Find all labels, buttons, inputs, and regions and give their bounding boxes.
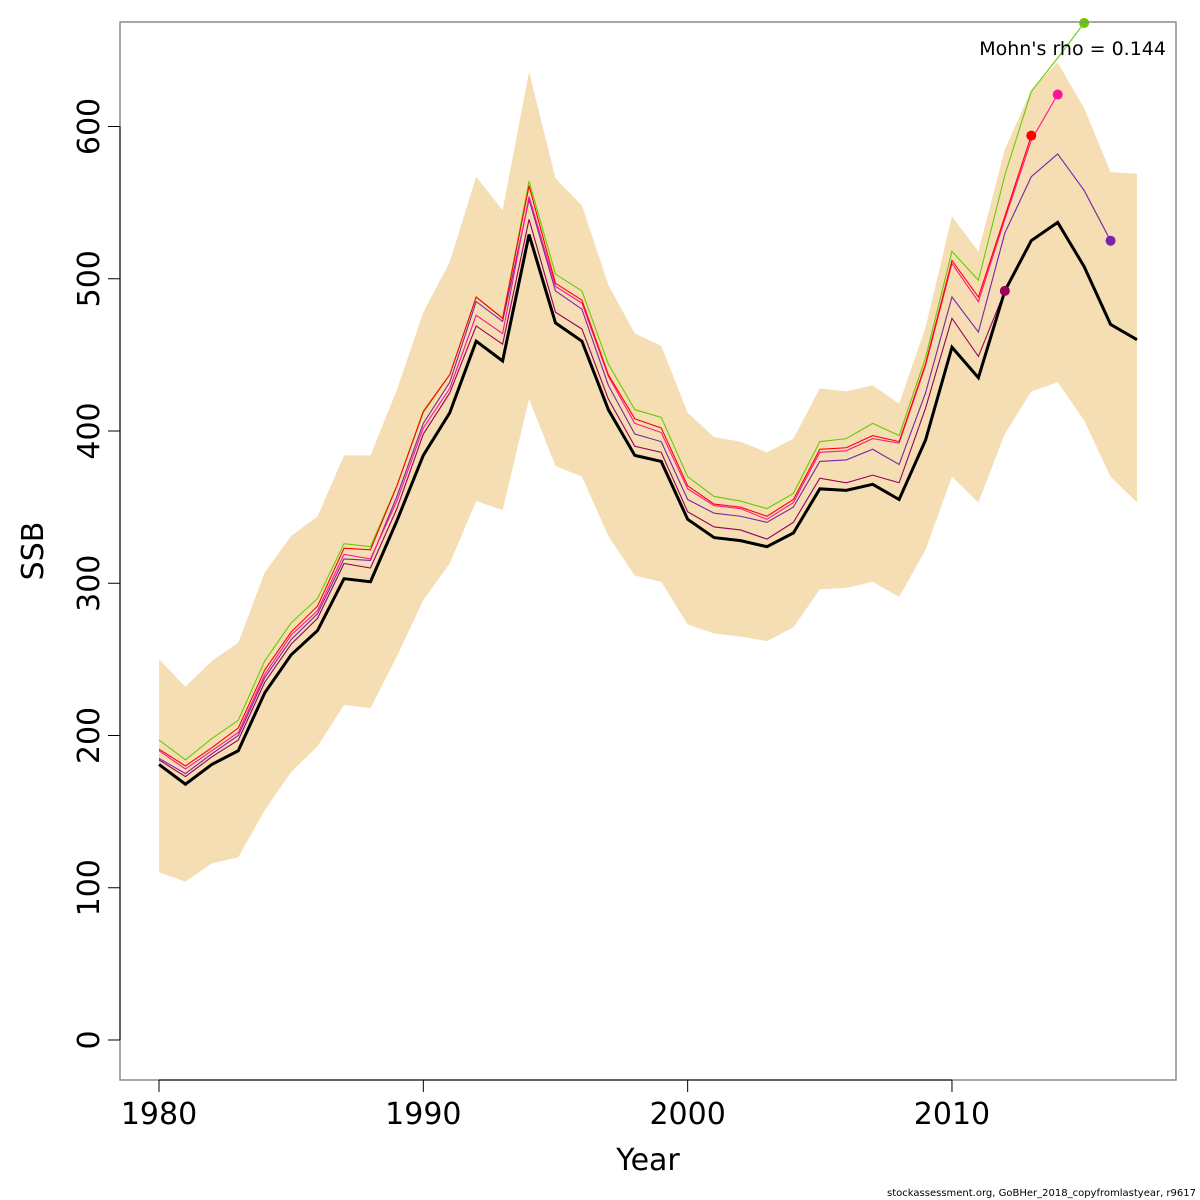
y-axis-title: SSB [16,522,51,581]
series-line-retro-2012 [158,219,1006,778]
series-line-ssb-2017-assessment- [158,220,1138,787]
x-tick-label: 1980 [121,1097,197,1132]
series-line-retro-2016 [158,153,1112,775]
x-tick-label: 1990 [385,1097,461,1132]
x-tick-label: 2010 [914,1097,990,1132]
x-axis: 1980 1990 2000 2010 [121,1079,990,1132]
y-tick-label: 400 [72,402,107,459]
x-axis-title: Year [615,1143,680,1178]
mohns-rho-annotation: Mohn's rho = 0.144 [979,38,1166,60]
y-tick-label: 600 [72,98,107,155]
series-line-retro-2013 [158,135,1032,767]
y-tick-label: 0 [72,1030,107,1049]
endpoint-dot-retro-2014 [1052,89,1063,100]
endpoint-dot-retro-2016 [1105,235,1116,246]
x-tick-label: 2000 [649,1097,725,1132]
endpoint-dots-layer [999,17,1116,296]
confidence-band-layer [159,62,1137,882]
y-tick-label: 500 [72,250,107,307]
y-axis: 0 100 200 300 400 500 600 [72,98,121,1050]
series-layer [158,22,1138,787]
confidence-band [159,62,1137,882]
y-tick-label: 300 [72,555,107,612]
y-tick-label: 100 [72,859,107,916]
endpoint-dot-retro-2013 [1026,130,1037,141]
endpoint-dot-retro-2012 [999,285,1010,296]
series-line-retro-2015 [158,22,1085,761]
endpoint-dot-retro-2015 [1079,17,1090,28]
footer-credit: stockassessment.org, GoBHer_2018_copyfro… [887,1188,1196,1199]
y-tick-label: 200 [72,707,107,764]
